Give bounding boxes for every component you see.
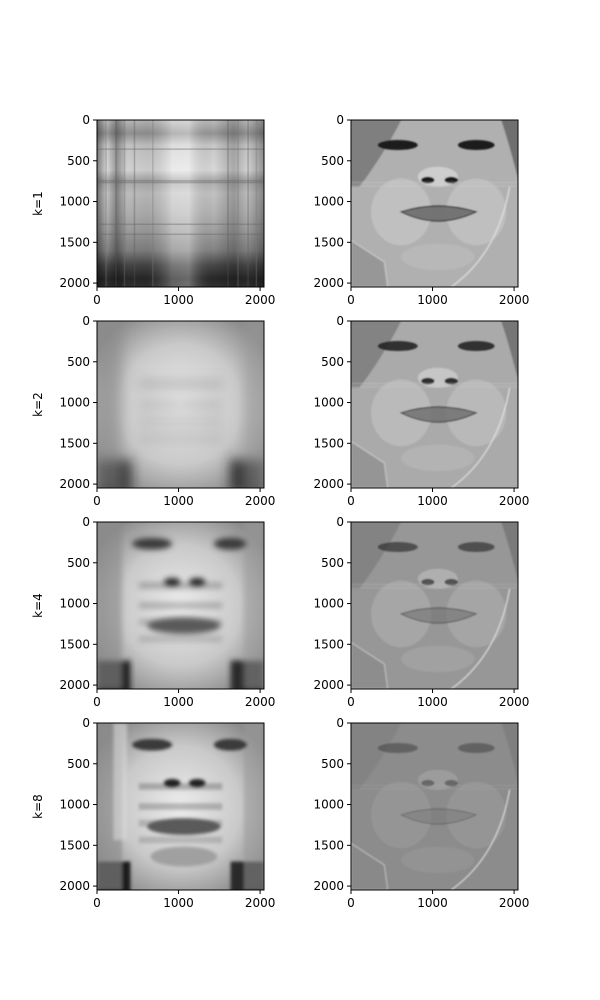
panel-image-r2-c1: [351, 522, 518, 689]
panel-image-r0-c0: [97, 120, 264, 287]
y-tick-label: 500: [67, 556, 90, 570]
y-tick-label: 1500: [59, 235, 90, 249]
y-tick-label: 500: [67, 757, 90, 771]
y-tick-label: 1500: [313, 838, 344, 852]
y-tick-label: 1000: [313, 396, 344, 410]
x-tick-label: 0: [347, 695, 355, 709]
y-tick-label: 0: [82, 515, 90, 529]
y-tick-label: 2000: [313, 477, 344, 491]
y-tick-label: 0: [336, 314, 344, 328]
axes-frame: [96, 722, 265, 891]
panel-image-r1-c0: [97, 321, 264, 488]
x-tick-label: 1000: [417, 695, 448, 709]
x-tick-label: 2000: [499, 293, 530, 307]
x-tick-label: 2000: [499, 695, 530, 709]
panel-image-r0-c1: [351, 120, 518, 287]
y-tick-label: 1000: [313, 798, 344, 812]
panel-image-r3-c0: [97, 723, 264, 890]
y-tick-label: 1500: [313, 235, 344, 249]
axes-frame: [350, 119, 519, 288]
y-tick-label: 1000: [59, 798, 90, 812]
y-tick-label: 500: [321, 355, 344, 369]
y-tick-label: 2000: [313, 879, 344, 893]
y-tick-label: 2000: [59, 678, 90, 692]
row-label: k=8: [31, 794, 45, 819]
axes-frame: [350, 722, 519, 891]
x-tick-label: 0: [347, 896, 355, 910]
x-tick-label: 1000: [417, 896, 448, 910]
y-tick-label: 0: [336, 716, 344, 730]
x-tick-label: 0: [93, 896, 101, 910]
y-tick-label: 500: [67, 154, 90, 168]
y-tick-label: 1000: [59, 396, 90, 410]
x-tick-label: 2000: [499, 494, 530, 508]
x-tick-label: 2000: [499, 896, 530, 910]
x-tick-label: 2000: [245, 293, 276, 307]
row-label: k=2: [31, 392, 45, 417]
y-tick-label: 2000: [313, 276, 344, 290]
panel-image-r3-c1: [351, 723, 518, 890]
y-tick-label: 0: [82, 113, 90, 127]
y-tick-label: 0: [336, 113, 344, 127]
x-tick-label: 1000: [417, 293, 448, 307]
y-tick-label: 2000: [59, 276, 90, 290]
x-tick-label: 0: [347, 494, 355, 508]
x-tick-label: 2000: [245, 896, 276, 910]
y-tick-label: 2000: [313, 678, 344, 692]
x-tick-label: 1000: [163, 494, 194, 508]
y-tick-label: 1000: [313, 195, 344, 209]
x-tick-label: 1000: [163, 695, 194, 709]
panel-image-r2-c0: [97, 522, 264, 689]
x-tick-label: 1000: [163, 293, 194, 307]
axes-frame: [96, 521, 265, 690]
x-tick-label: 0: [93, 293, 101, 307]
axes-frame: [350, 521, 519, 690]
x-tick-label: 2000: [245, 494, 276, 508]
axes-frame: [350, 320, 519, 489]
y-tick-label: 1500: [59, 637, 90, 651]
x-tick-label: 0: [347, 293, 355, 307]
panel-image-r1-c1: [351, 321, 518, 488]
row-label: k=4: [31, 593, 45, 618]
y-tick-label: 500: [321, 556, 344, 570]
y-tick-label: 2000: [59, 477, 90, 491]
y-tick-label: 1500: [313, 637, 344, 651]
x-tick-label: 0: [93, 695, 101, 709]
axes-frame: [96, 119, 265, 288]
y-tick-label: 1000: [59, 597, 90, 611]
axes-frame: [96, 320, 265, 489]
x-tick-label: 0: [93, 494, 101, 508]
y-tick-label: 0: [82, 716, 90, 730]
x-tick-label: 2000: [245, 695, 276, 709]
y-tick-label: 0: [336, 515, 344, 529]
x-tick-label: 1000: [417, 494, 448, 508]
y-tick-label: 1500: [59, 436, 90, 450]
y-tick-label: 1000: [313, 597, 344, 611]
y-tick-label: 1500: [313, 436, 344, 450]
y-tick-label: 500: [321, 154, 344, 168]
row-label: k=1: [31, 191, 45, 216]
y-tick-label: 500: [321, 757, 344, 771]
y-tick-label: 500: [67, 355, 90, 369]
y-tick-label: 0: [82, 314, 90, 328]
y-tick-label: 2000: [59, 879, 90, 893]
x-tick-label: 1000: [163, 896, 194, 910]
y-tick-label: 1000: [59, 195, 90, 209]
y-tick-label: 1500: [59, 838, 90, 852]
